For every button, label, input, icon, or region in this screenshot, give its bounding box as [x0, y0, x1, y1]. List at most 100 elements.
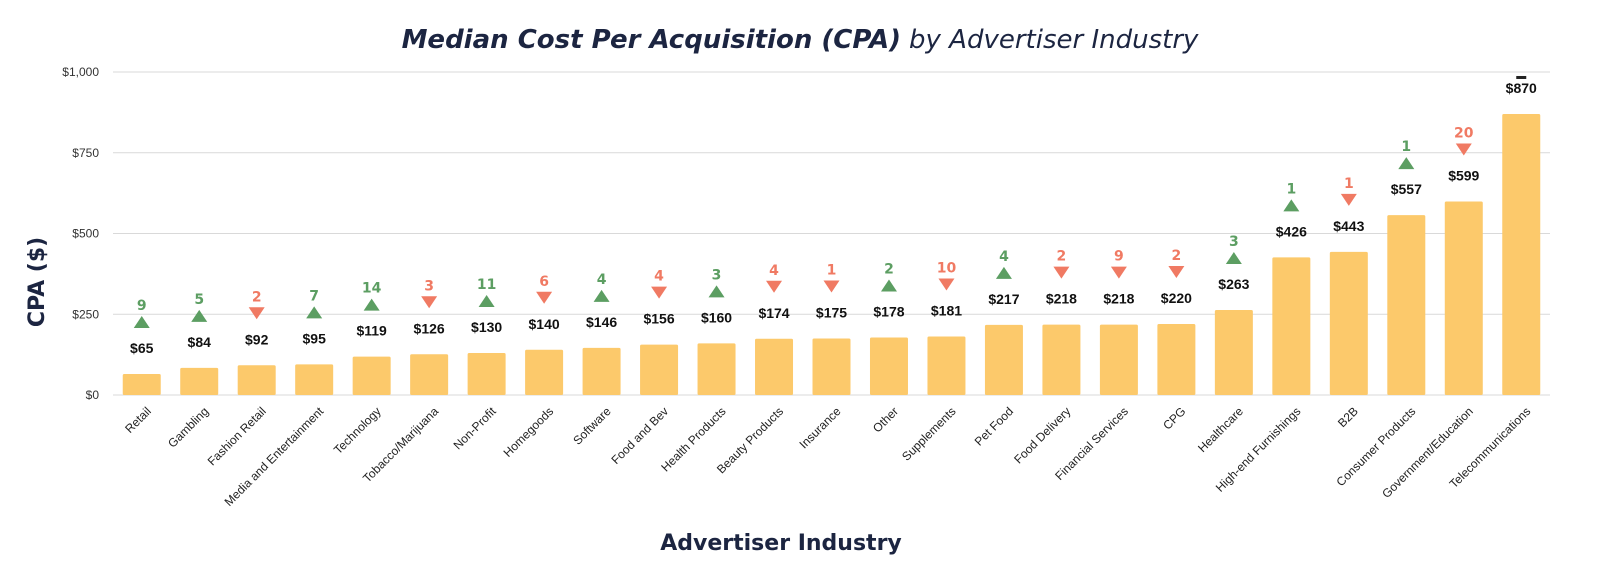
data-label: $130	[471, 319, 502, 335]
data-label: $140	[529, 316, 560, 332]
data-label: $126	[414, 320, 445, 336]
rank-change-label: 1	[1286, 181, 1296, 197]
bar	[1444, 201, 1483, 395]
data-label: $263	[1218, 276, 1249, 292]
up-arrow-icon	[708, 285, 725, 298]
no-change-dash-icon	[1516, 75, 1527, 79]
data-label: $557	[1391, 181, 1422, 197]
y-tick-label: $750	[72, 146, 99, 160]
bar	[237, 365, 276, 395]
data-label: $174	[758, 305, 789, 321]
data-label: $220	[1161, 290, 1192, 306]
data-label: $156	[643, 311, 674, 327]
rank-change-label: 4	[999, 249, 1009, 265]
bar	[812, 338, 851, 395]
data-label: $443	[1333, 218, 1364, 234]
down-arrow-icon	[536, 291, 553, 304]
bar	[927, 336, 966, 395]
x-tick-label: CPG	[1160, 404, 1188, 432]
bar	[352, 356, 391, 395]
bar	[1157, 323, 1196, 395]
rank-change-label: 5	[194, 292, 204, 308]
down-arrow-icon	[1340, 193, 1357, 206]
x-tick-label: Media and Entertainment	[222, 404, 327, 509]
up-arrow-icon	[880, 279, 897, 292]
value-labels: $65 $84 $92 $95 $119 $126 $130 $140 $146 $156 $160…	[130, 80, 1537, 356]
rank-change-label: 9	[1114, 249, 1124, 265]
down-arrow-icon	[766, 280, 783, 293]
x-tick-label: Technology	[331, 404, 384, 457]
data-label: $178	[873, 304, 904, 320]
x-tick-label: Software	[570, 404, 614, 448]
y-tick-label: $250	[72, 307, 99, 321]
up-arrow-icon	[191, 309, 208, 322]
bar	[1272, 257, 1311, 395]
chart-title: Median Cost Per Acquisition (CPA) by Adve…	[402, 25, 1199, 55]
down-arrow-icon	[823, 280, 840, 293]
x-tick-label: Retail	[122, 404, 154, 436]
bar	[869, 337, 908, 395]
y-tick-label: $1,000	[62, 65, 99, 79]
x-axis-title: Advertiser Industry	[660, 531, 902, 556]
down-arrow-icon	[651, 286, 668, 299]
rank-change-label: 3	[712, 267, 722, 283]
rank-change-label: 2	[884, 262, 894, 278]
rank-change-label: 2	[1172, 248, 1182, 264]
up-arrow-icon	[478, 295, 495, 308]
grid-lines	[113, 71, 1550, 396]
rank-change-label: 4	[597, 272, 607, 288]
down-arrow-icon	[1168, 265, 1185, 278]
bars	[122, 113, 1541, 396]
down-arrow-icon	[248, 307, 265, 320]
x-tick-label: Healthcare	[1195, 404, 1246, 455]
bar	[697, 343, 736, 395]
rank-change-label: 2	[252, 289, 262, 305]
up-arrow-icon	[1225, 252, 1242, 265]
up-arrow-icon	[1283, 199, 1300, 212]
down-arrow-icon	[1053, 266, 1070, 279]
data-label: $65	[130, 340, 154, 356]
rank-change-label: 3	[424, 278, 434, 294]
x-tick-label: Other	[870, 404, 901, 435]
bar	[984, 324, 1023, 395]
bar	[582, 347, 621, 395]
rank-change-label: 20	[1454, 126, 1474, 142]
bar	[525, 349, 564, 395]
data-label: $119	[356, 323, 387, 339]
rank-change-label: 2	[1057, 249, 1067, 265]
rank-change-label: 11	[477, 277, 496, 293]
down-arrow-icon	[421, 296, 438, 309]
x-tick-label: Supplements	[899, 404, 958, 463]
bar	[1042, 324, 1081, 395]
bar	[1502, 113, 1541, 396]
bar	[467, 353, 506, 395]
x-tick-label: Gambling	[165, 404, 211, 450]
data-label: $426	[1276, 223, 1307, 239]
bar	[1214, 310, 1253, 395]
up-arrow-icon	[995, 266, 1012, 279]
x-tick-label: Insurance	[796, 404, 843, 451]
y-axis-ticks: $0 $250 $500 $750 $1,000	[62, 65, 99, 402]
down-arrow-icon	[938, 278, 955, 291]
chart-title-bold: Median Cost Per Acquisition (CPA)	[402, 25, 901, 55]
up-arrow-icon	[306, 306, 323, 319]
y-axis-title: CPA ($)	[25, 237, 50, 327]
up-arrow-icon	[1398, 157, 1415, 170]
bar	[1099, 324, 1138, 395]
rank-change-label: 1	[1401, 139, 1411, 155]
data-label: $175	[816, 304, 847, 320]
y-tick-label: $0	[86, 388, 100, 402]
bar	[410, 354, 449, 395]
x-tick-label: Fashion Retail	[205, 404, 269, 468]
x-tick-label: Homegoods	[501, 404, 557, 460]
data-label: $217	[988, 291, 1019, 307]
x-tick-label: B2B	[1335, 404, 1361, 430]
bar	[640, 344, 679, 395]
down-arrow-icon	[1455, 143, 1472, 156]
bar	[755, 338, 794, 395]
bar	[295, 364, 334, 395]
x-tick-label: Food and Bev	[608, 404, 671, 467]
